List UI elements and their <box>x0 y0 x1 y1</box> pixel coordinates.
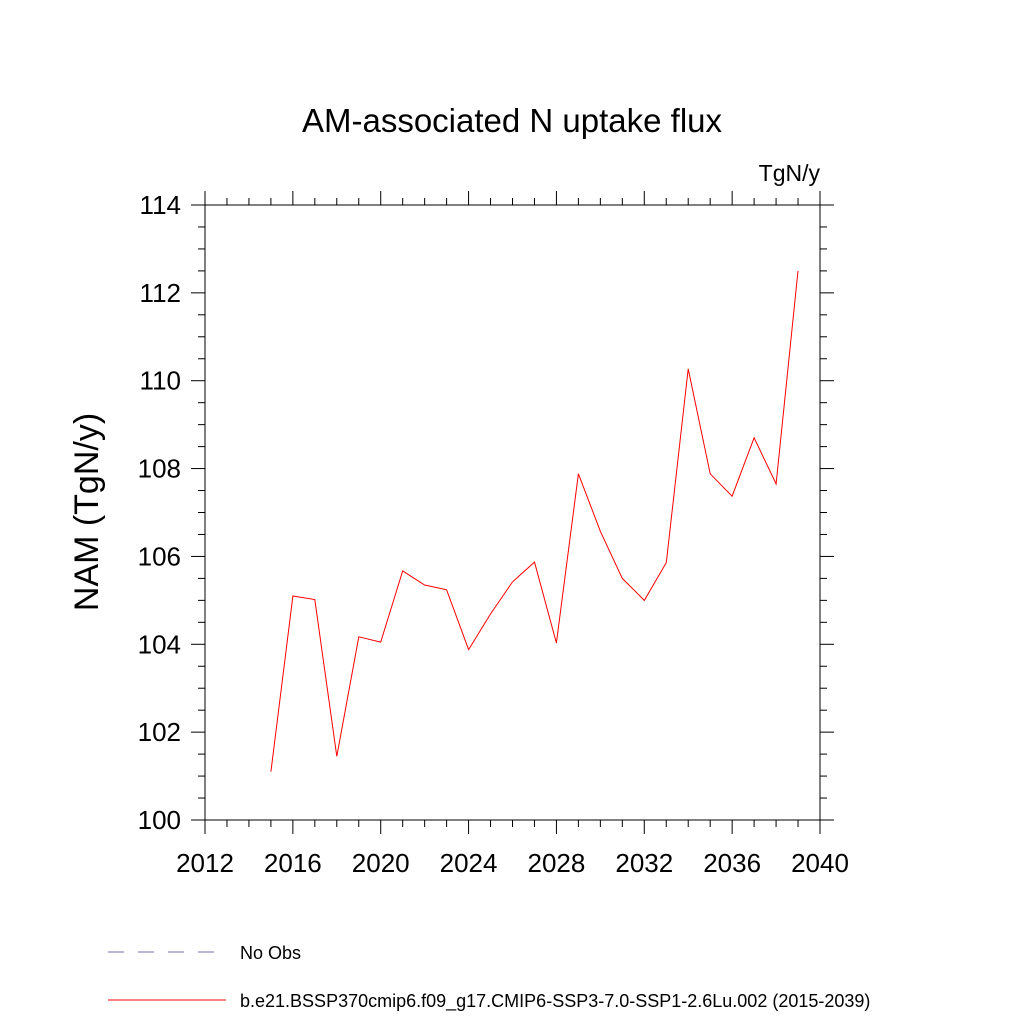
y-tick-label: 112 <box>140 278 181 308</box>
series-line <box>270 270 799 772</box>
x-tick-label: 2016 <box>264 848 322 878</box>
chart-title: AM-associated N uptake flux <box>302 102 723 139</box>
y-axis-label: NAM (TgN/y) <box>68 413 106 611</box>
units-label: TgN/y <box>759 160 821 186</box>
axis-tick-labels: 2012 2016 2020 2024 2028 2032 2036 2040 100 102 10… <box>138 190 849 878</box>
plot-frame <box>204 204 821 821</box>
y-tick-label: 104 <box>138 629 181 659</box>
legend-label: b.e21.BSSP370cmip6.f09_g17.CMIP6-SSP3-7.… <box>240 991 870 1012</box>
legend: No Obs b.e21.BSSP370cmip6.f09_g17.CMIP6-S… <box>108 943 870 1012</box>
x-tick-label: 2032 <box>615 848 673 878</box>
x-tick-label: 2036 <box>703 848 761 878</box>
x-tick-label: 2012 <box>176 848 234 878</box>
y-tick-label: 102 <box>138 717 181 747</box>
y-tick-label: 110 <box>140 366 181 396</box>
x-tick-label: 2024 <box>440 848 498 878</box>
axis-ticks <box>191 191 834 834</box>
y-tick-label: 114 <box>140 190 181 220</box>
y-tick-label: 106 <box>138 541 181 571</box>
y-tick-label: 108 <box>138 454 181 484</box>
legend-label: No Obs <box>240 943 301 963</box>
x-tick-label: 2028 <box>528 848 586 878</box>
y-tick-label: 100 <box>138 805 181 835</box>
data-series <box>270 270 799 772</box>
x-tick-label: 2040 <box>791 848 849 878</box>
x-tick-label: 2020 <box>352 848 410 878</box>
